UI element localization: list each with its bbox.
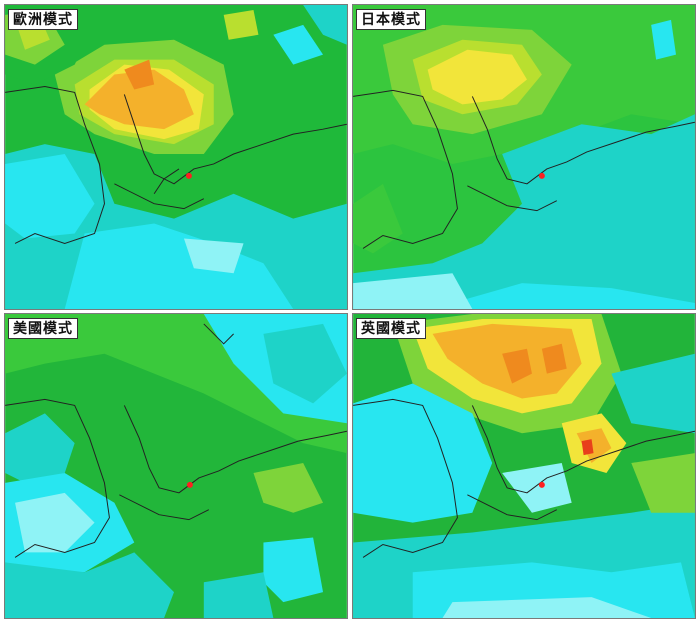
forecast-map-ecmwf <box>5 5 347 309</box>
location-marker <box>186 481 193 488</box>
panel-title: 歐洲模式 <box>8 9 78 30</box>
forecast-map-ukmo <box>353 314 695 618</box>
forecast-map-jma <box>353 5 695 309</box>
panel-title: 美國模式 <box>8 318 78 339</box>
map-panel-ecmwf: 歐洲模式 <box>4 4 348 310</box>
map-panel-gfs: 美國模式 <box>4 313 348 619</box>
forecast-map-gfs <box>5 314 347 618</box>
location-marker <box>538 481 545 488</box>
panel-title: 日本模式 <box>356 9 426 30</box>
location-marker <box>185 172 192 179</box>
location-marker <box>538 172 545 179</box>
map-panel-jma: 日本模式 <box>352 4 696 310</box>
map-panel-ukmo: 英國模式 <box>352 313 696 619</box>
panel-title: 英國模式 <box>356 318 426 339</box>
